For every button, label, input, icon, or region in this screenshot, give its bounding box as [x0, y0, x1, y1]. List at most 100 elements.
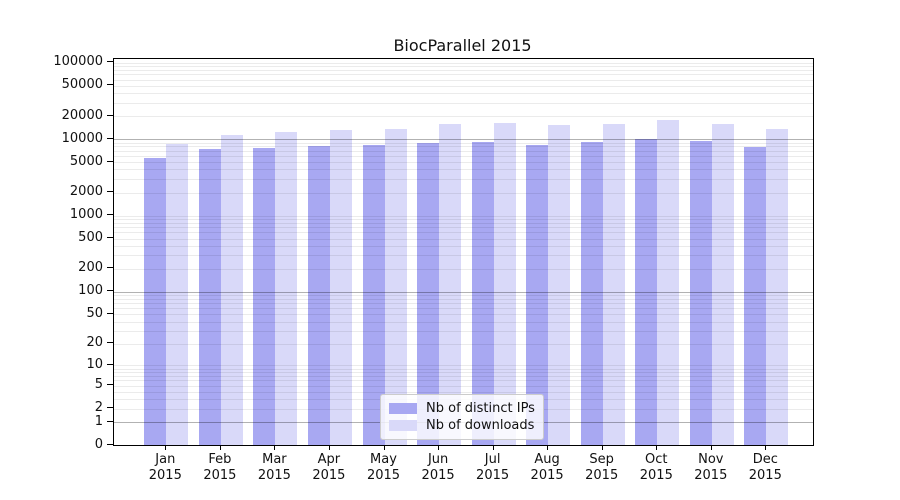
gridline-major [114, 139, 813, 140]
y-axis-label: 1000 [69, 207, 103, 222]
legend-item-distinct-ips: Nb of distinct IPs [389, 400, 535, 417]
bar-downloads-aug [548, 125, 571, 445]
bar-downloads-apr [329, 130, 352, 445]
bar-downloads-feb [220, 134, 243, 445]
x-tick [165, 445, 167, 450]
gridline-minor [114, 156, 813, 157]
gridline-minor [114, 74, 813, 76]
gridline-minor [114, 102, 813, 104]
y-tick [107, 420, 113, 422]
plot-area [113, 58, 814, 446]
bar-downloads-mar [275, 131, 298, 445]
gridline-minor [114, 330, 813, 332]
y-axis-label: 50000 [61, 77, 103, 92]
y-axis-label: 20 [86, 335, 103, 351]
x-axis-label-jan: Jan 2015 [148, 452, 182, 483]
bar-distinct-ips-feb [198, 149, 221, 445]
x-axis-label-sep: Sep 2015 [585, 452, 619, 483]
gridline-minor [114, 255, 813, 257]
gridline-minor [114, 79, 813, 81]
bar-downloads-jun [439, 124, 462, 445]
x-axis-label-apr: Apr 2015 [312, 452, 346, 483]
x-tick [601, 445, 603, 450]
gridline-minor [114, 314, 813, 316]
gridline-minor [114, 295, 813, 297]
gridline-minor [114, 321, 813, 323]
chart-title: BiocParallel 2015 [393, 36, 532, 55]
bar-distinct-ips-aug [526, 145, 549, 445]
x-tick [328, 445, 330, 450]
gridline-minor [114, 303, 813, 305]
x-tick [710, 445, 712, 450]
y-tick [107, 267, 113, 269]
gridline-minor [114, 385, 813, 387]
gridline-minor [114, 268, 813, 270]
x-axis-label-jun: Jun 2015 [421, 452, 455, 483]
y-tick [107, 290, 113, 292]
gridline-minor [114, 69, 813, 71]
y-axis-label: 1 [94, 413, 103, 429]
bar-downloads-oct [657, 120, 680, 445]
legend-label-distinct-ips: Nb of distinct IPs [426, 401, 535, 416]
bar-downloads-jan [166, 144, 189, 445]
y-tick [107, 61, 113, 62]
gridline-minor [114, 85, 813, 87]
y-tick [107, 114, 113, 116]
x-axis-label-dec: Dec 2015 [748, 452, 782, 483]
y-tick [107, 342, 113, 344]
legend-item-downloads: Nb of downloads [389, 417, 535, 434]
gridline-minor [114, 375, 813, 377]
x-axis-label-jul: Jul 2015 [476, 452, 510, 483]
gridline-minor [114, 142, 813, 144]
y-axis-label: 500 [78, 230, 103, 245]
gridline-minor [114, 365, 813, 367]
gridline-minor [114, 192, 813, 194]
gridline-minor [114, 66, 813, 67]
gridline-major [114, 291, 813, 293]
x-axis-label-aug: Aug 2015 [530, 452, 564, 483]
x-axis-label-feb: Feb 2015 [203, 452, 237, 483]
y-axis-label: 50 [86, 305, 103, 321]
bar-distinct-ips-jun [417, 143, 440, 445]
y-tick [107, 384, 113, 385]
bar-distinct-ips-apr [307, 146, 330, 445]
y-tick [107, 237, 113, 238]
gridline-minor [114, 343, 813, 345]
y-axis-label: 100000 [53, 54, 103, 69]
bar-distinct-ips-may [362, 144, 385, 445]
gridline-minor [114, 372, 813, 373]
gridline-minor [114, 222, 813, 224]
gridline-minor [114, 238, 813, 240]
x-tick [656, 445, 658, 450]
bar-downloads-nov [711, 124, 734, 445]
x-axis-label-may: May 2015 [366, 452, 401, 483]
y-tick [107, 214, 113, 215]
x-tick [765, 445, 767, 450]
y-axis-label: 0 [94, 436, 103, 452]
gridline-minor [114, 391, 813, 393]
gridline-minor [114, 116, 813, 117]
y-tick [107, 363, 113, 365]
gridline-minor [114, 92, 813, 94]
x-tick [492, 445, 494, 450]
y-axis-label: 5 [94, 377, 103, 392]
legend-swatch-downloads [389, 420, 417, 431]
bar-downloads-may [384, 129, 407, 445]
gridline-minor [114, 62, 813, 64]
y-tick [107, 137, 113, 139]
gridline-minor [114, 227, 813, 229]
legend-swatch-distinct-ips [389, 403, 417, 414]
gridline-minor [114, 219, 813, 220]
gridline-minor [114, 299, 813, 300]
gridline-minor [114, 215, 813, 217]
y-axis-label: 2 [94, 400, 103, 415]
x-axis-label-mar: Mar 2015 [257, 452, 291, 483]
y-tick [107, 160, 113, 162]
gridline-minor [114, 232, 813, 234]
bar-distinct-ips-nov [689, 141, 712, 445]
x-tick [547, 445, 549, 450]
y-axis-label: 5000 [69, 153, 103, 169]
legend-label-downloads: Nb of downloads [426, 418, 535, 433]
bar-downloads-sep [602, 123, 625, 445]
